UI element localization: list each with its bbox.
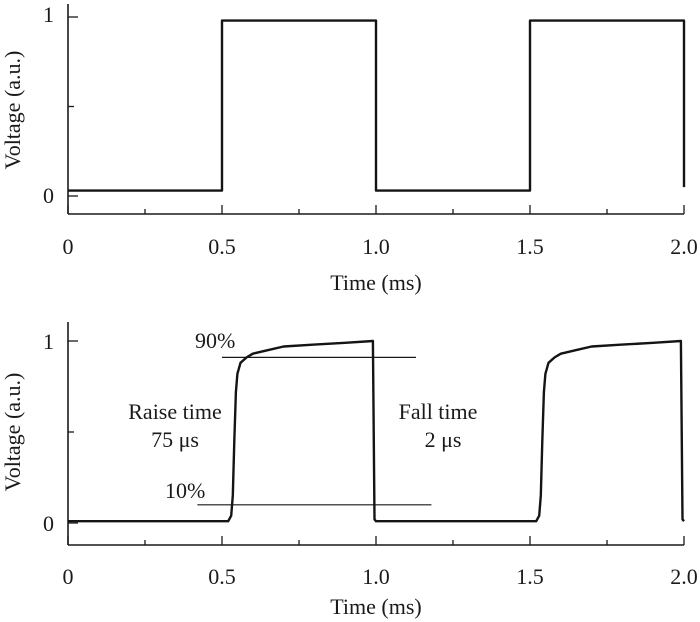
raise-time-value: 75 μs <box>151 427 199 452</box>
top-y-tick-label: 1 <box>43 2 54 27</box>
fall-time-label: Fall time <box>399 399 478 424</box>
top-x-tick-label: 0 <box>63 234 74 259</box>
ninety-percent-label: 90% <box>195 328 235 353</box>
top-x-tick-label: 2.0 <box>670 234 698 259</box>
bottom-x-tick-label: 2.0 <box>670 564 698 589</box>
top-x-tick-label: 1.0 <box>362 234 390 259</box>
ten-percent-label: 10% <box>165 478 205 503</box>
raise-time-label: Raise time <box>128 399 221 424</box>
top-x-axis-title: Time (ms) <box>330 270 421 295</box>
bottom-y-tick-label: 1 <box>43 329 54 354</box>
bottom-voltage-trace <box>68 339 685 523</box>
top-voltage-trace <box>68 19 686 192</box>
bottom-chart-panel: 90% 10% Raise time 75 μs Fall time 2 μs … <box>0 322 698 619</box>
bottom-y-axis-title: Voltage (a.u.) <box>0 373 25 492</box>
bottom-y-tick-label: 0 <box>43 511 54 536</box>
bottom-x-tick-label: 1.5 <box>516 564 544 589</box>
bottom-x-tick-label: 0 <box>63 564 74 589</box>
top-x-tick-label: 0.5 <box>208 234 236 259</box>
top-y-axis-title: Voltage (a.u.) <box>0 51 25 170</box>
bottom-x-tick-label: 0.5 <box>208 564 236 589</box>
top-x-tick-label: 1.5 <box>516 234 544 259</box>
top-chart-panel: 0 0.5 1.0 1.5 2.0 0 1 Time (ms) Voltage … <box>0 2 698 295</box>
bottom-x-tick-label: 1.0 <box>362 564 390 589</box>
top-y-tick-label: 0 <box>43 183 54 208</box>
fall-time-value: 2 μs <box>425 427 462 452</box>
bottom-x-axis-title: Time (ms) <box>330 594 421 619</box>
